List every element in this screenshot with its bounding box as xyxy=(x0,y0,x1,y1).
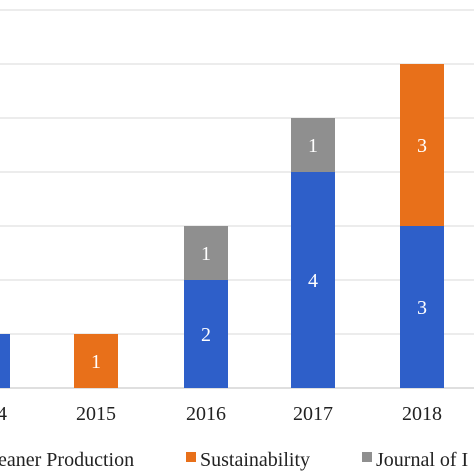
x-tick-label: 4 xyxy=(0,403,7,425)
bar-segment xyxy=(291,118,335,172)
legend-swatch xyxy=(362,452,372,462)
x-tick-label: 2016 xyxy=(186,403,226,425)
legend: eaner Production Sustainability Journal of… xyxy=(0,449,468,471)
bar-segment xyxy=(184,280,228,388)
bars xyxy=(0,64,444,388)
bar-segment xyxy=(400,226,444,388)
bar-segment xyxy=(74,334,118,388)
data-labels: 11214133 xyxy=(91,135,427,373)
data-label: 2 xyxy=(201,324,211,346)
bar-segment xyxy=(291,172,335,388)
data-label: 4 xyxy=(308,270,318,292)
legend-label: Sustainability xyxy=(200,449,310,471)
data-label: 1 xyxy=(308,135,318,157)
legend-swatch xyxy=(186,452,196,462)
data-label: 3 xyxy=(417,135,427,157)
data-label: 3 xyxy=(417,297,427,319)
data-label: 1 xyxy=(201,243,211,265)
x-tick-label: 2018 xyxy=(402,403,442,425)
data-label: 1 xyxy=(91,351,101,373)
x-axis-ticks: 4 2015 2016 2017 2018 xyxy=(0,403,442,425)
bar-segment xyxy=(400,64,444,226)
gridlines xyxy=(0,9,474,389)
x-tick-label: 2017 xyxy=(293,403,333,425)
legend-label: Journal of I xyxy=(376,449,468,471)
bar-segment xyxy=(184,226,228,280)
legend-label: eaner Production xyxy=(0,449,134,471)
bar-segment xyxy=(0,334,10,388)
x-tick-label: 2015 xyxy=(76,403,116,425)
